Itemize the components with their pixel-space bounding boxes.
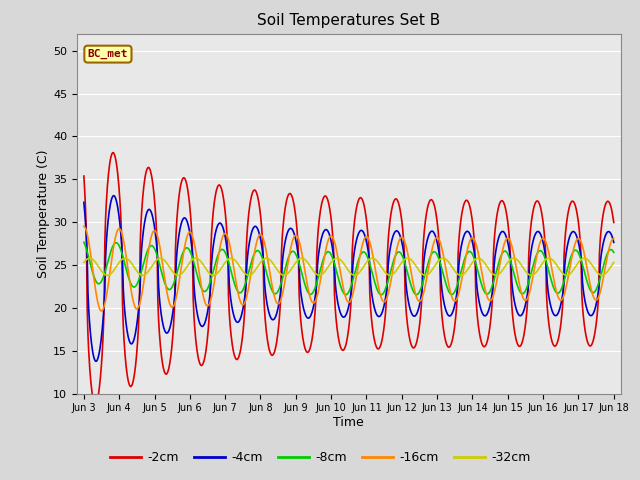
- -32cm: [104, 273, 111, 278]
- -4cm: [92, 359, 100, 364]
- -4cm: [564, 243, 572, 249]
- -8cm: [288, 249, 296, 254]
- -2cm: [80, 173, 88, 179]
- -4cm: [431, 231, 438, 237]
- -4cm: [518, 312, 525, 318]
- -16cm: [610, 236, 618, 241]
- -4cm: [110, 193, 118, 199]
- -16cm: [80, 224, 88, 229]
- -2cm: [564, 214, 572, 220]
- -2cm: [109, 150, 116, 156]
- -8cm: [563, 267, 571, 273]
- -16cm: [563, 280, 571, 286]
- -32cm: [301, 257, 309, 263]
- -8cm: [301, 281, 308, 287]
- -8cm: [378, 292, 385, 298]
- -32cm: [610, 260, 618, 265]
- -2cm: [289, 195, 296, 201]
- -16cm: [288, 240, 296, 245]
- -4cm: [301, 312, 309, 317]
- Line: -32cm: -32cm: [84, 258, 614, 276]
- -4cm: [610, 240, 618, 245]
- -32cm: [86, 255, 93, 261]
- -16cm: [197, 283, 205, 288]
- -16cm: [98, 308, 106, 314]
- -32cm: [289, 264, 296, 270]
- -2cm: [198, 362, 205, 368]
- -16cm: [430, 239, 438, 244]
- -8cm: [197, 284, 205, 290]
- -8cm: [430, 249, 438, 254]
- -2cm: [518, 341, 525, 347]
- -2cm: [610, 219, 618, 225]
- -8cm: [518, 290, 525, 296]
- Text: BC_met: BC_met: [88, 49, 128, 59]
- -16cm: [301, 269, 309, 275]
- -32cm: [80, 260, 88, 265]
- Line: -16cm: -16cm: [84, 227, 614, 311]
- -8cm: [80, 240, 88, 245]
- -32cm: [431, 264, 438, 269]
- Line: -2cm: -2cm: [84, 153, 614, 404]
- -2cm: [301, 347, 309, 352]
- -32cm: [518, 263, 525, 268]
- -32cm: [198, 260, 205, 265]
- Title: Soil Temperatures Set B: Soil Temperatures Set B: [257, 13, 440, 28]
- -2cm: [92, 401, 99, 407]
- -4cm: [289, 227, 296, 233]
- -2cm: [431, 204, 438, 209]
- -32cm: [564, 272, 572, 278]
- -4cm: [80, 200, 88, 205]
- -16cm: [518, 290, 525, 296]
- Y-axis label: Soil Temperature (C): Soil Temperature (C): [37, 149, 50, 278]
- X-axis label: Time: Time: [333, 416, 364, 429]
- Line: -4cm: -4cm: [84, 196, 614, 361]
- -8cm: [610, 250, 618, 255]
- -4cm: [198, 324, 205, 329]
- Legend: -2cm, -4cm, -8cm, -16cm, -32cm: -2cm, -4cm, -8cm, -16cm, -32cm: [104, 446, 536, 469]
- Line: -8cm: -8cm: [84, 242, 614, 295]
